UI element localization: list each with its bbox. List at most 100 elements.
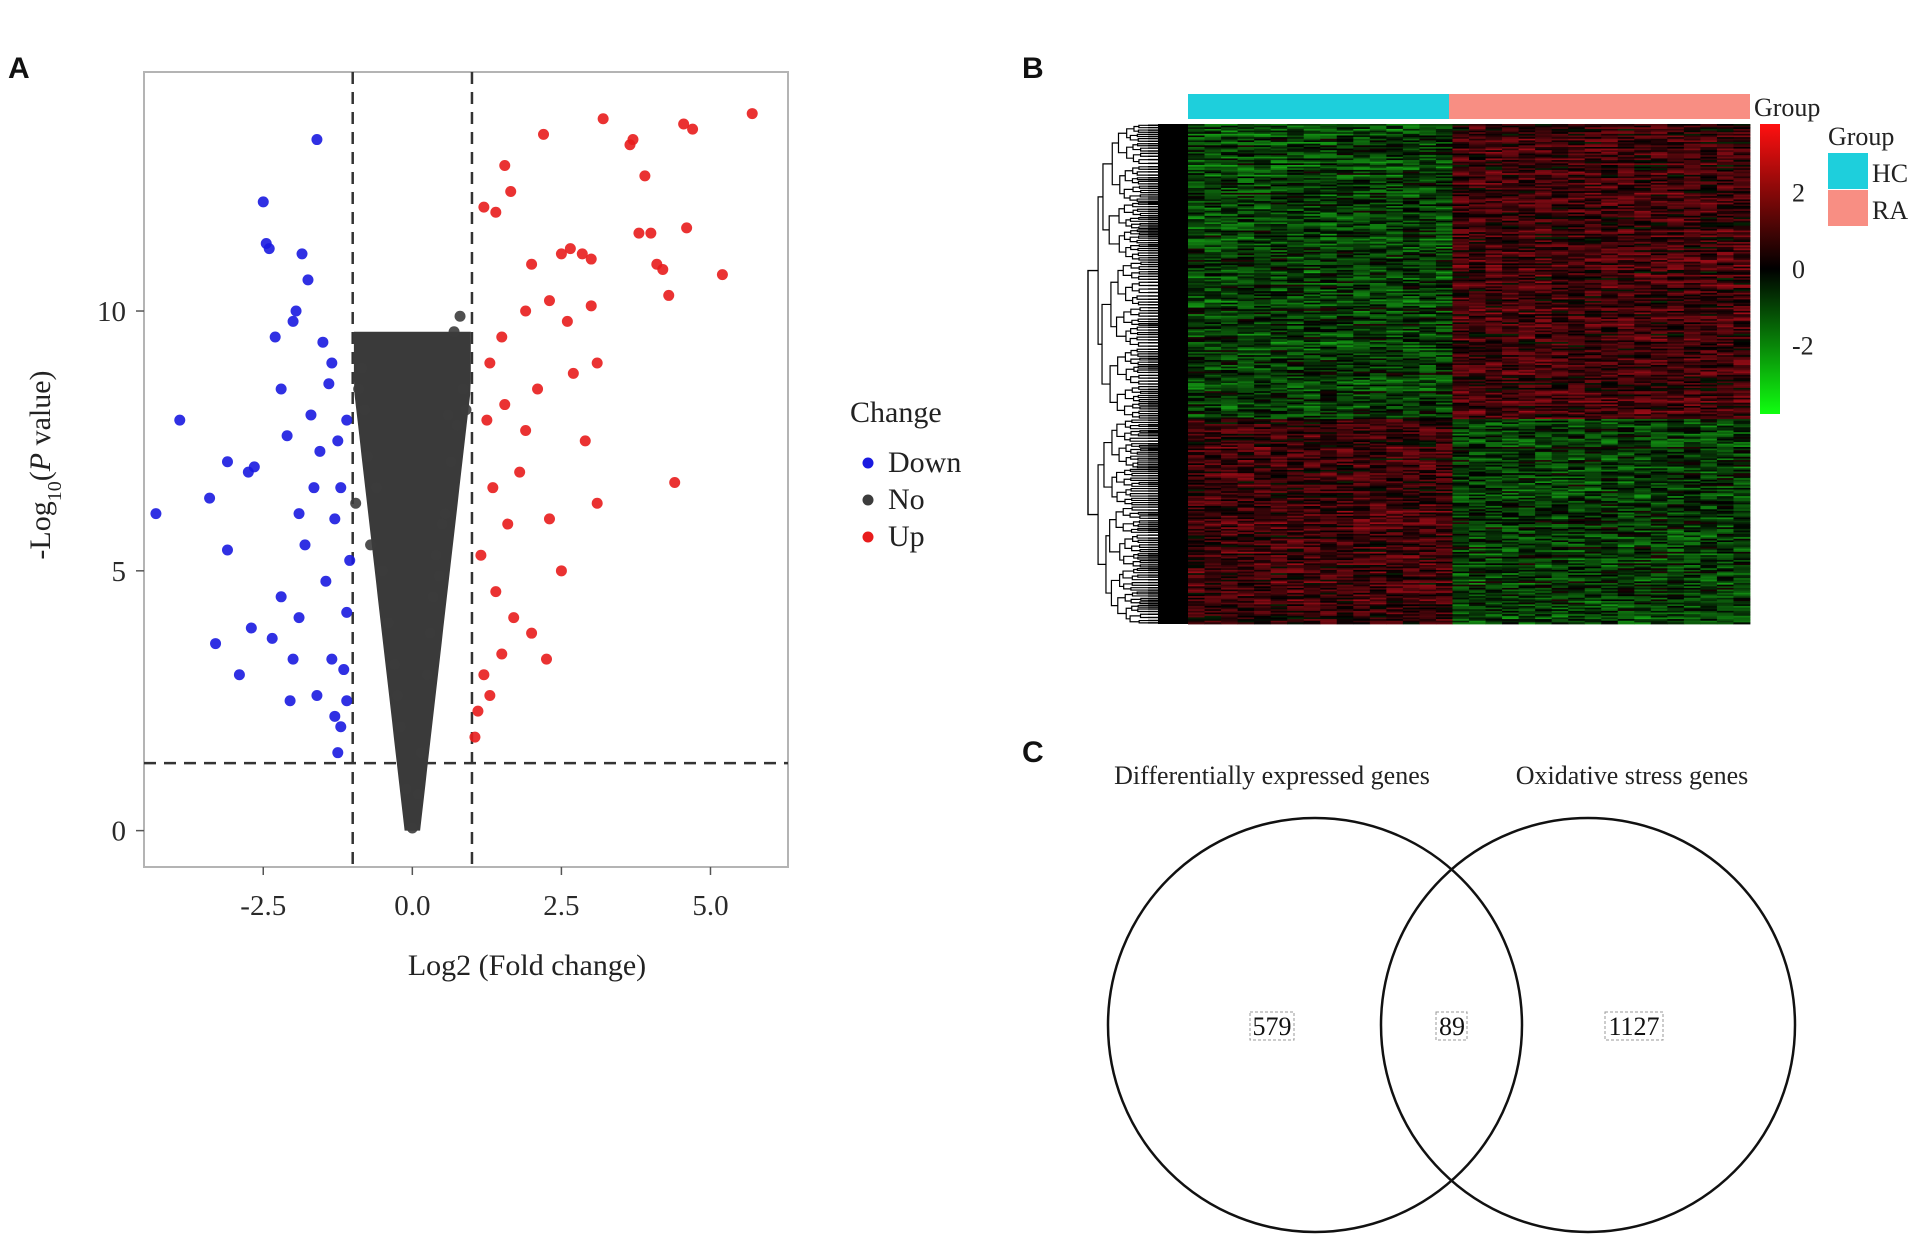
heatmap-cell: [1617, 189, 1635, 192]
heatmap-cell: [1303, 355, 1321, 358]
heatmap-cell: [1634, 345, 1652, 348]
heatmap-cell: [1336, 184, 1354, 187]
heatmap-cell: [1551, 281, 1569, 284]
heatmap-cell: [1617, 204, 1635, 207]
heatmap-cell: [1667, 317, 1685, 320]
heatmap-cell: [1237, 287, 1255, 290]
heatmap-cell: [1320, 233, 1338, 236]
heatmap-cell: [1303, 324, 1321, 327]
heatmap-cell: [1518, 194, 1536, 197]
heatmap-cell: [1502, 240, 1519, 243]
heatmap-cell: [1369, 232, 1387, 235]
heatmap-cell: [1303, 148, 1321, 151]
heatmap-cell: [1221, 332, 1238, 335]
heatmap-cell: [1667, 294, 1685, 297]
heatmap-cell: [1303, 169, 1321, 172]
heatmap-cell: [1287, 309, 1305, 312]
heatmap-cell: [1716, 274, 1734, 277]
heatmap-cell: [1188, 227, 1205, 230]
heatmap-cell: [1303, 256, 1321, 259]
heatmap-cell: [1221, 246, 1238, 249]
heatmap-cell: [1369, 310, 1387, 313]
heatmap-cell: [1634, 179, 1652, 182]
heatmap-cell: [1617, 160, 1635, 163]
heatmap-cell: [1518, 312, 1536, 315]
heatmap-cell: [1568, 133, 1586, 136]
heatmap-cell: [1518, 127, 1536, 130]
heatmap-cell: [1254, 281, 1272, 284]
heatmap-cell: [1270, 289, 1288, 292]
heatmap-cell: [1617, 333, 1635, 336]
heatmap-cell: [1733, 207, 1751, 210]
heatmap-cell: [1469, 209, 1486, 212]
heatmap-cell: [1469, 274, 1486, 277]
heatmap-cell: [1617, 266, 1635, 269]
heatmap-cell: [1601, 351, 1619, 354]
heatmap-cell: [1353, 183, 1371, 186]
heatmap-cell: [1402, 337, 1420, 340]
heatmap-cell: [1369, 197, 1387, 200]
heatmap-cell: [1568, 243, 1586, 246]
heatmap-cell: [1303, 135, 1321, 138]
heatmap-cell: [1369, 255, 1387, 258]
heatmap-cell: [1419, 346, 1437, 349]
heatmap-cell: [1733, 145, 1751, 148]
heatmap-cell: [1551, 301, 1569, 304]
heatmap-cell: [1254, 145, 1272, 148]
heatmap-cell: [1700, 168, 1718, 171]
heatmap-cell: [1237, 219, 1255, 222]
heatmap-cell: [1733, 301, 1751, 304]
heatmap-cell: [1188, 260, 1205, 263]
heatmap-cell: [1369, 335, 1387, 338]
heatmap-cell: [1188, 268, 1205, 271]
heatmap-cell: [1568, 164, 1586, 168]
heatmap-cell: [1634, 338, 1652, 341]
heatmap-cell: [1452, 307, 1470, 310]
point-no: [448, 326, 460, 338]
heatmap-cell: [1287, 355, 1305, 358]
point-no: [451, 419, 463, 431]
heatmap-cell: [1369, 283, 1387, 286]
heatmap-cell: [1535, 325, 1553, 328]
heatmap-cell: [1584, 338, 1602, 341]
heatmap-cell: [1254, 238, 1272, 241]
heatmap-cell: [1584, 130, 1602, 133]
heatmap-cell: [1270, 135, 1288, 138]
heatmap-cell: [1254, 312, 1272, 315]
heatmap-cell: [1700, 209, 1718, 212]
heatmap-cell: [1518, 124, 1536, 127]
heatmap-cell: [1303, 263, 1321, 266]
heatmap-cell: [1469, 242, 1486, 245]
heatmap-cell: [1502, 192, 1519, 195]
point-no: [382, 617, 394, 629]
heatmap-cell: [1287, 263, 1305, 266]
heatmap-cell: [1452, 148, 1470, 151]
heatmap-cell: [1221, 292, 1238, 295]
heatmap-cell: [1584, 291, 1602, 294]
heatmap-cell: [1402, 343, 1420, 346]
heatmap-cell: [1683, 163, 1701, 166]
heatmap-cell: [1584, 314, 1602, 317]
heatmap-cell: [1320, 176, 1338, 179]
heatmap-cell: [1287, 258, 1305, 261]
heatmap-cell: [1634, 297, 1652, 300]
heatmap-cell: [1733, 335, 1751, 338]
heatmap-cell: [1683, 348, 1701, 351]
heatmap-cell: [1270, 351, 1288, 354]
heatmap-cell: [1188, 184, 1205, 187]
heatmap-cell: [1733, 161, 1751, 164]
heatmap-cell: [1303, 124, 1321, 127]
heatmap-cell: [1650, 156, 1668, 159]
heatmap-cell: [1469, 286, 1486, 289]
point-down: [284, 695, 296, 707]
heatmap-cell: [1535, 143, 1553, 146]
heatmap-cell: [1320, 160, 1338, 163]
heatmap-cell: [1469, 351, 1486, 354]
heatmap-cell: [1634, 260, 1652, 263]
heatmap-cell: [1617, 146, 1635, 149]
heatmap-cell: [1551, 305, 1569, 309]
heatmap-cell: [1551, 319, 1569, 322]
heatmap-cell: [1700, 348, 1718, 351]
heatmap-cell: [1386, 138, 1404, 141]
heatmap-cell: [1287, 133, 1305, 136]
